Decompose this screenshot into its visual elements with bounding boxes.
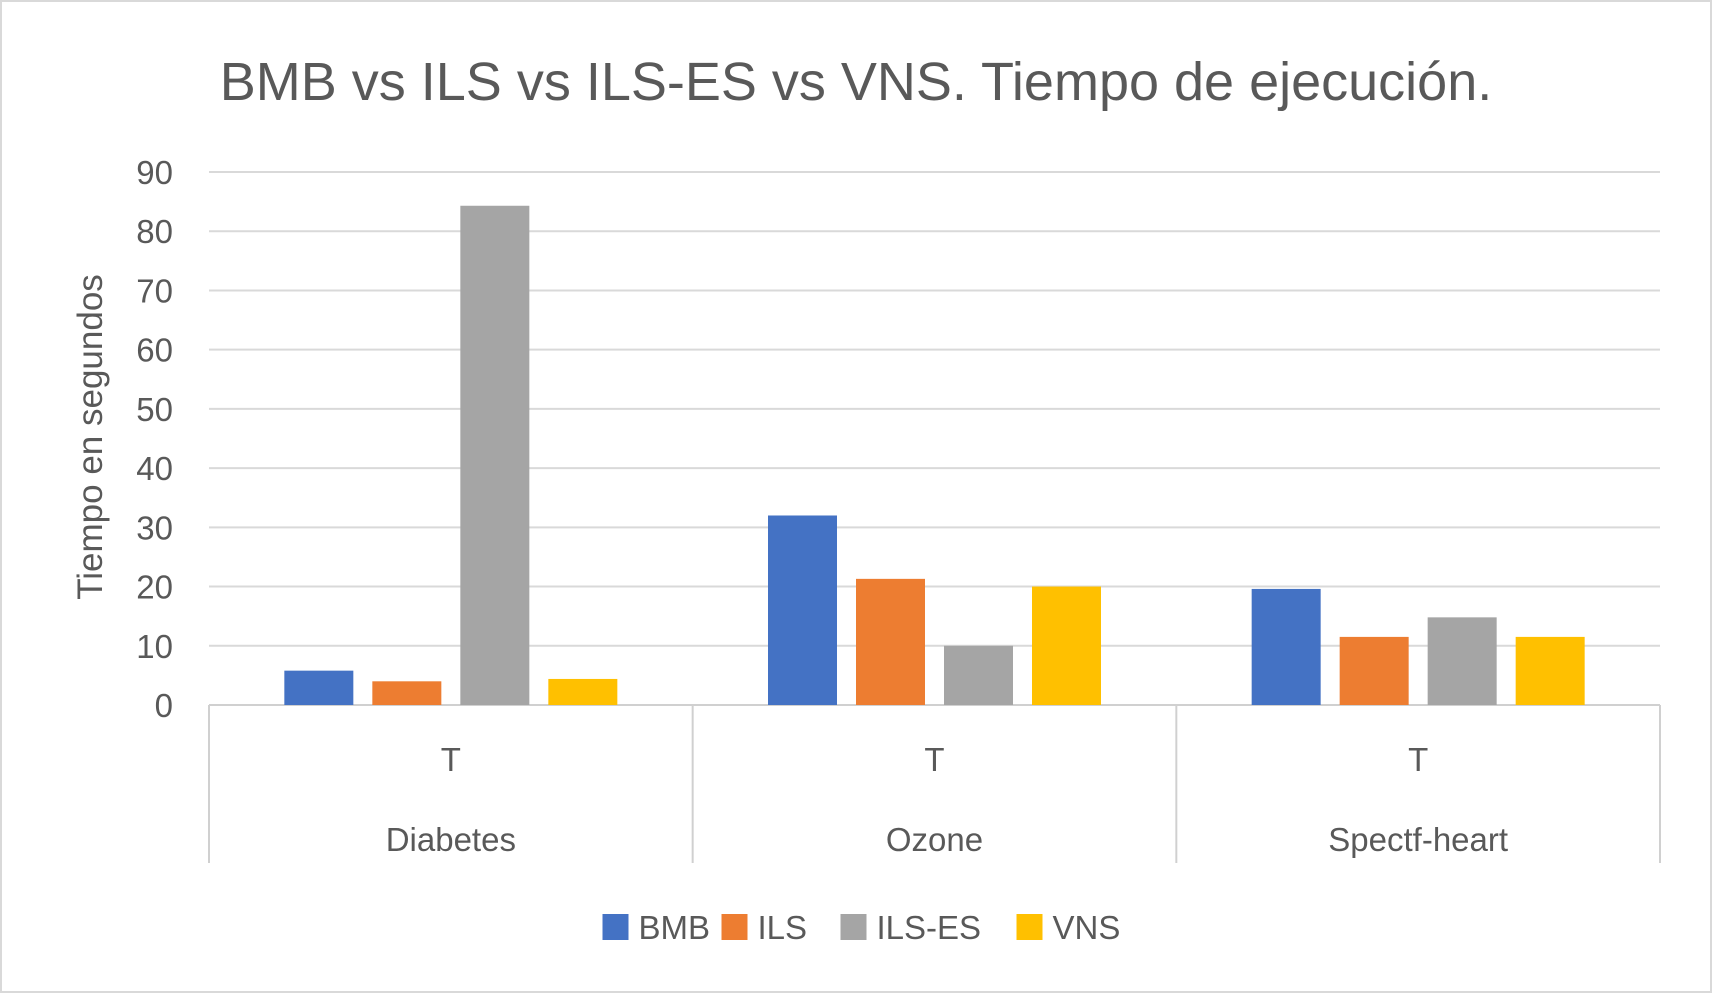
x-subcategory-label: T	[441, 741, 461, 778]
y-tick-label: 80	[136, 213, 173, 250]
legend-swatch	[1016, 914, 1043, 940]
bars	[284, 205, 1585, 706]
x-group-label: Diabetes	[386, 821, 516, 858]
chart-title: BMB vs ILS vs ILS-ES vs VNS. Tiempo de e…	[220, 52, 1493, 112]
grid-lines	[209, 171, 1660, 706]
x-group-label: Spectf-heart	[1328, 821, 1508, 858]
legend-swatch	[721, 914, 748, 940]
y-tick-label: 70	[136, 272, 173, 309]
y-tick-label: 40	[136, 450, 173, 487]
bar-vns-spectf-heart	[1515, 636, 1585, 705]
legend-swatch	[602, 914, 629, 940]
y-tick-label: 0	[155, 687, 173, 724]
legend-label: BMB	[639, 909, 711, 946]
y-tick-label: 10	[136, 628, 173, 665]
bar-ils-ozone	[856, 578, 925, 705]
bar-ils-es-spectf-heart	[1427, 617, 1497, 705]
bar-bmb-ozone	[768, 515, 837, 705]
y-tick-label: 60	[136, 332, 173, 369]
legend-label: ILS	[758, 909, 808, 946]
legend: BMB ILS ILS-ES VNS	[602, 909, 1121, 946]
y-tick-label: 90	[136, 154, 173, 191]
legend-swatch	[840, 914, 867, 940]
bar-ils-es-diabetes	[460, 205, 530, 706]
y-tick-label: 30	[136, 509, 173, 546]
legend-item-ils-es: ILS-ES	[840, 909, 982, 946]
bar-vns-ozone	[1032, 586, 1101, 705]
legend-label: ILS-ES	[877, 909, 982, 946]
bar-bmb-diabetes	[284, 670, 354, 705]
bar-bmb-spectf-heart	[1251, 588, 1321, 705]
bar-ils-es-ozone	[944, 645, 1013, 705]
x-axis-categories: T Diabetes T Ozone T Spectf-heart	[208, 705, 1661, 863]
y-tick-label: 50	[136, 391, 173, 428]
bar-ils-diabetes	[372, 681, 442, 705]
bar-vns-diabetes	[548, 678, 618, 705]
x-subcategory-label: T	[924, 741, 944, 778]
legend-item-vns: VNS	[1016, 909, 1121, 946]
bar-ils-spectf-heart	[1339, 636, 1409, 705]
legend-item-bmb: BMB	[602, 909, 711, 946]
y-axis-label: Tiempo en segundos	[71, 274, 110, 600]
x-group-label: Ozone	[886, 821, 983, 858]
y-tick-label: 20	[136, 569, 173, 606]
legend-label: VNS	[1053, 909, 1121, 946]
legend-item-ils: ILS	[721, 909, 808, 946]
x-subcategory-label: T	[1408, 741, 1428, 778]
y-axis-ticks: 0 10 20 30 40 50 60 70 80 90	[136, 154, 173, 724]
